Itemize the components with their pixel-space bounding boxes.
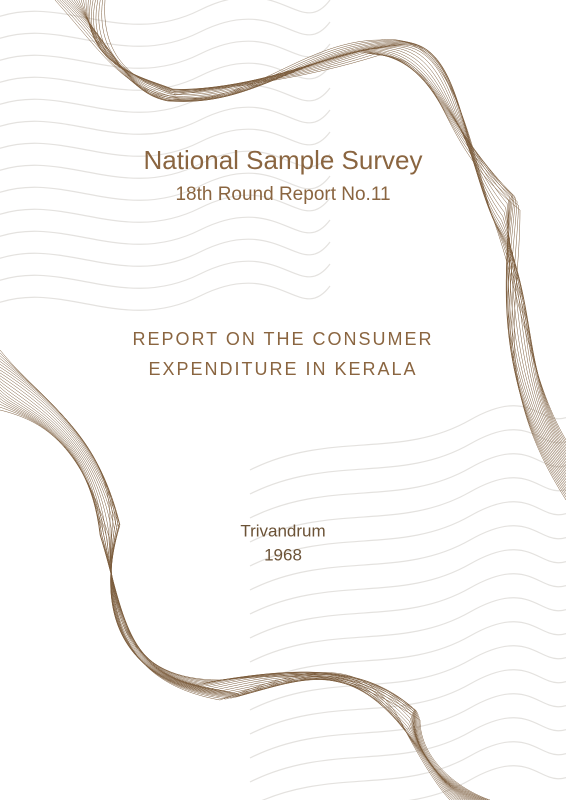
curve-line [87,0,566,481]
curve-line [95,0,566,492]
curve-line [104,0,566,501]
year: 1968 [264,545,302,564]
curve-line [89,0,566,483]
report-title-line: REPORT ON THE CONSUMER [132,329,433,349]
curve-line [80,0,566,472]
place: Trivandrum [240,521,325,540]
title: National Sample Survey [144,145,423,175]
gray-wave [0,238,331,267]
gray-wave [0,282,331,311]
gray-wave [249,669,566,735]
gray-wave [249,597,566,663]
curve-line [0,384,473,800]
curve-line [0,375,468,800]
gray-wave [0,260,331,289]
gray-wave [249,645,566,711]
curve-line [101,0,566,498]
curve-line [61,0,566,449]
gray-wave [0,172,331,201]
gray-wave [0,128,331,157]
curve-line [0,409,491,800]
gray-wave [0,194,331,223]
curve-line [0,406,489,800]
curve-line [0,352,453,800]
gray-wave [249,549,566,615]
gray-wave [0,62,331,91]
gray-wave [249,477,566,543]
gray-wave [0,18,331,47]
gray-wave [0,84,331,113]
curve-line [0,392,479,800]
curve-line [0,381,472,800]
gray-wave [0,216,331,245]
gray-wave [249,621,566,687]
curve-line [0,364,460,800]
gray-wave [0,40,331,69]
gray-wave [249,717,566,783]
gray-wave [249,453,566,519]
curve-line [0,401,485,800]
curve-line [71,0,566,461]
curve-line [66,0,566,455]
curve-line [0,361,458,800]
gray-wave [261,741,566,800]
curve-line [93,0,566,489]
curve-line [98,0,566,495]
gray-wave [0,0,331,25]
curve-line [0,366,462,800]
curve-line [85,0,566,478]
gray-wave [408,765,566,800]
gray-wave [0,150,331,179]
curve-line [73,0,566,463]
gray-wave [249,501,566,567]
curve-line [0,349,451,800]
gray-wave [249,573,566,639]
curve-line [0,386,475,800]
curve-line [0,389,477,800]
gray-wave [249,429,566,495]
curve-line [78,0,566,469]
subtitle: 18th Round Report No.11 [175,184,390,205]
gray-wave [249,405,566,471]
curve-line [0,398,483,800]
gray-wave [0,106,331,135]
curve-line [0,395,481,800]
curve-line [76,0,566,466]
curve-line [69,0,566,458]
gray-wave [249,525,566,591]
report-title-line: EXPENDITURE IN KERALA [148,359,417,379]
curve-line [0,378,470,800]
curve-line [0,358,456,800]
gray-wave [249,693,566,759]
